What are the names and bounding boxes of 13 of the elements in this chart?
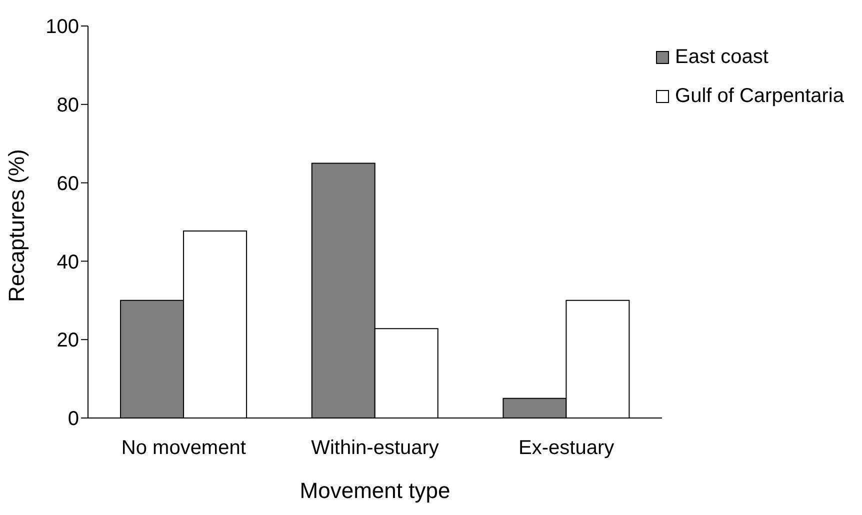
y-tick-label: 40 bbox=[56, 251, 79, 274]
y-tick-label: 60 bbox=[56, 172, 79, 195]
legend-label: Gulf of Carpentaria bbox=[675, 85, 844, 108]
x-axis-title: Movement type bbox=[300, 478, 450, 503]
x-tick-label: Within-estuary bbox=[311, 437, 439, 460]
y-tick-label: 0 bbox=[68, 408, 79, 430]
y-tick-label: 100 bbox=[46, 16, 79, 38]
legend-label: East coast bbox=[675, 46, 768, 69]
y-tick-label: 80 bbox=[56, 94, 79, 116]
x-tick-label: Ex-estuary bbox=[518, 437, 614, 460]
y-axis-title: Recaptures (%) bbox=[4, 149, 29, 302]
y-tick-label: 20 bbox=[56, 330, 79, 352]
x-tick-label: No movement bbox=[121, 437, 246, 460]
